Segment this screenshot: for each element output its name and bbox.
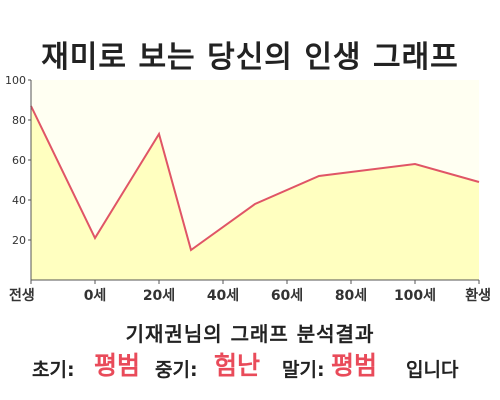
life-line: [30, 105, 480, 252]
x-tick-label: 100세: [394, 288, 436, 304]
life-area-fill: [31, 106, 479, 280]
mid-label: 중기:: [155, 359, 198, 381]
result-title: 기재권님의 그래프 분석결과: [125, 322, 375, 346]
x-tick-label: 0세: [84, 288, 107, 304]
y-tick-label: 100: [5, 74, 26, 87]
result-summary: 초기: 평범 중기: 험난 말기: 평범 입니다: [0, 346, 500, 381]
y-tick-label: 80: [12, 114, 26, 127]
x-tick-label: 환생: [465, 287, 491, 304]
late-label: 말기:: [282, 359, 325, 381]
x-tick-label: 80세: [335, 288, 367, 304]
early-value: 평범: [94, 351, 141, 380]
ending-text: 입니다: [406, 359, 459, 381]
y-tick-label: 20: [12, 234, 26, 247]
x-tick-label: 60세: [271, 288, 303, 304]
page-title: 재미로 보는 당신의 인생 그래프: [41, 40, 459, 75]
x-tick-label: 20세: [143, 288, 175, 304]
early-label: 초기:: [32, 359, 75, 381]
y-tick-label: 60: [12, 154, 26, 167]
x-tick-label: 40세: [207, 288, 239, 304]
x-tick-label: 전생: [9, 287, 35, 304]
life-chart: 20 40 60 80 100 전생 0세 20세 40세 60세 80세 100세 환생: [5, 74, 491, 304]
y-tick-label: 40: [12, 194, 26, 207]
late-value: 평범: [331, 351, 378, 380]
mid-value: 험난: [214, 351, 261, 380]
